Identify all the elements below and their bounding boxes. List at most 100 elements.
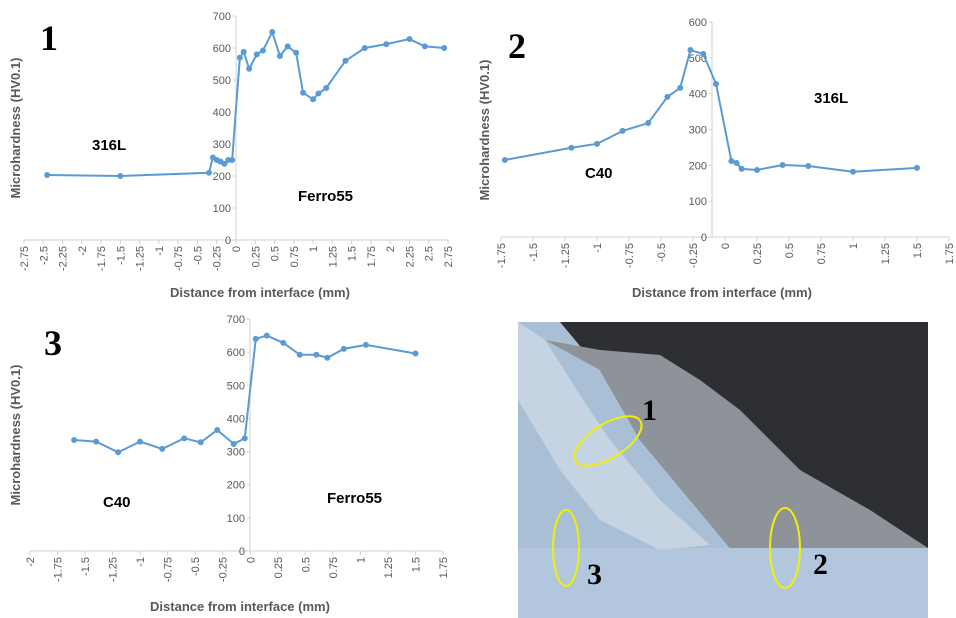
y-tick-label: 300 [227,447,245,459]
data-point [93,438,100,445]
data-point [619,127,626,134]
annotation: 316L [92,137,126,154]
x-tick-label: -0.25 [212,246,224,271]
x-tick-label: -0.75 [163,557,175,582]
data-point [280,339,287,346]
panel-label: 2 [508,26,526,66]
x-tick-label: -1.25 [108,557,120,582]
data-point [263,332,270,339]
data-point [362,341,369,348]
x-axis-title: Distance from interface (mm) [150,599,330,614]
x-tick-label: 0.25 [273,557,285,578]
x-tick-label: 1.25 [880,243,892,264]
x-tick-label: 1.75 [944,243,956,264]
x-tick-label: 0.75 [328,557,340,578]
annotation: Ferro55 [327,490,382,507]
y-axis-title: Microhardness (HV0.1) [477,60,492,201]
y-tick-label: 700 [227,314,245,326]
x-tick-label: -0.25 [688,243,700,268]
data-point [501,156,508,163]
data-point [412,350,419,357]
data-point [159,445,166,452]
y-tick-label: 500 [227,380,245,392]
x-tick-label: 0.25 [752,243,764,264]
y-tick-label: 0 [225,235,231,247]
marker-ellipse [769,507,801,589]
data-point [342,57,349,64]
data-point [44,172,51,179]
y-tick-label: 100 [689,196,707,208]
data-point [361,45,368,51]
data-point [137,438,144,445]
data-point [664,93,671,100]
annotation: Ferro55 [298,188,353,205]
heat-affected-zone [518,322,710,550]
x-tick-label: -0.5 [656,243,668,262]
x-tick-label: 1.5 [912,243,924,258]
data-point [269,29,276,35]
substrate-region [518,322,928,618]
data-point [230,440,237,447]
data-point [805,163,812,170]
data-point [733,159,740,166]
y-tick-label: 300 [213,139,231,151]
x-tick-label: -0.25 [218,557,230,582]
data-point [284,43,291,50]
data-point [441,45,448,51]
data-point [383,41,390,48]
y-tick-label: 700 [213,11,231,23]
y-tick-label: 0 [701,232,707,244]
y-axis-title: Microhardness (HV0.1) [8,58,23,199]
y-tick-label: 600 [213,43,231,55]
marker-ellipse [552,509,580,587]
data-point [728,158,735,165]
x-tick-label: -1 [135,557,147,567]
x-tick-label: -1.75 [53,557,65,582]
x-tick-label: 1.25 [327,246,339,267]
data-point [850,168,856,175]
data-point [276,53,283,59]
x-tick-label: 1.5 [347,246,359,261]
x-tick-label: 1 [308,246,320,252]
marker-ellipse [573,415,643,467]
x-tick-label: 0 [231,246,243,252]
x-tick-label: -2.25 [58,246,70,271]
data-point [300,89,307,96]
data-point [206,169,213,176]
x-tick-label: 2 [385,246,397,252]
x-tick-label: -1 [154,246,166,256]
data-point [324,354,331,361]
x-tick-label: -1.75 [96,246,108,271]
y-tick-label: 300 [689,125,707,137]
x-tick-label: -1.5 [528,243,540,262]
data-point [293,49,300,56]
x-tick-label: 0.5 [300,557,312,572]
x-tick-label: -1.5 [115,246,127,265]
y-tick-label: 400 [213,107,231,119]
data-point [240,48,247,55]
data-point [313,351,320,358]
data-point [738,165,745,172]
x-tick-label: -1 [592,243,604,253]
data-point [645,120,652,127]
x-tick-label: 1.25 [383,557,395,578]
data-point [677,84,684,91]
data-point [406,36,413,43]
data-point [779,161,786,168]
y-tick-label: 200 [227,480,245,492]
data-point [754,166,760,173]
x-tick-label: 1.75 [366,246,378,267]
x-tick-label: 1 [848,243,860,249]
data-point [323,85,330,91]
x-tick-label: 2.75 [443,246,455,267]
x-tick-label: -0.75 [624,243,636,268]
x-tick-label: 1 [355,557,367,563]
data-point [181,435,188,442]
x-tick-label: 0.75 [289,246,301,267]
x-tick-label: -1.5 [80,557,92,576]
micrograph: 1 2 3 [518,322,928,618]
micrograph-label: 3 [587,558,602,591]
data-point [241,435,248,442]
x-tick-label: 0.5 [784,243,796,258]
x-tick-label: 0 [245,557,257,563]
